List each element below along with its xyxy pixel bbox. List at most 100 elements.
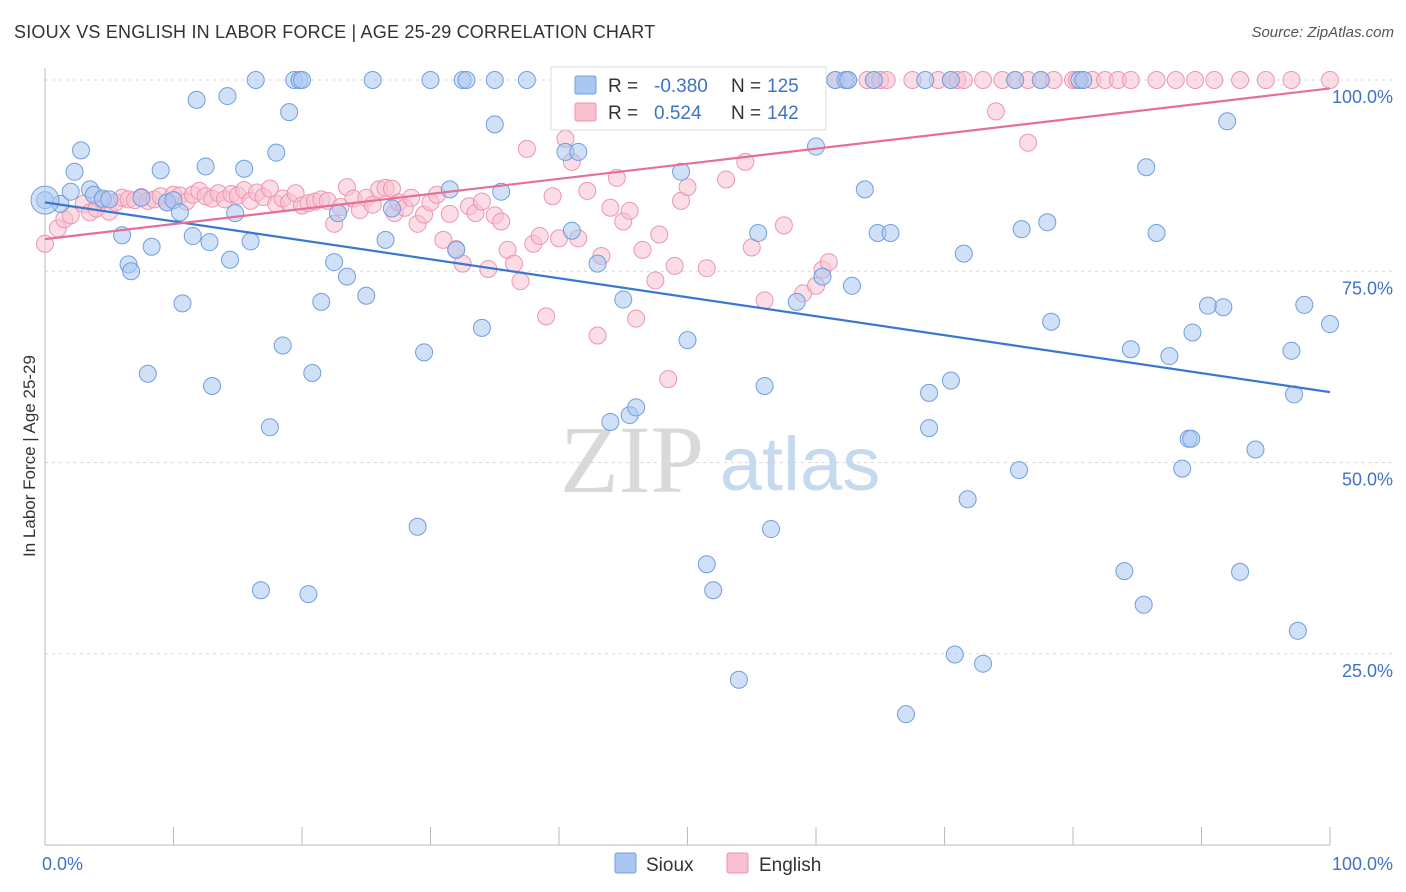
- english-point: [434, 230, 453, 249]
- english-point: [537, 307, 556, 326]
- sioux-point: [363, 71, 382, 89]
- legend-box: R = -0.380 N = 125 R = 0.524 N = 142: [550, 66, 827, 131]
- sioux-point: [241, 232, 260, 251]
- sioux-point: [864, 71, 883, 89]
- sioux-point: [1321, 315, 1339, 334]
- english-point: [517, 139, 536, 158]
- sioux-point: [974, 654, 993, 673]
- sioux-point: [1115, 562, 1134, 581]
- sioux-point: [813, 267, 832, 286]
- sioux-point: [65, 162, 84, 181]
- english-point: [588, 326, 607, 345]
- sioux-point: [273, 336, 292, 355]
- sioux-point: [562, 221, 581, 240]
- sioux-point: [1198, 296, 1217, 315]
- sioux-point: [916, 71, 935, 89]
- sioux-point: [881, 224, 900, 242]
- sioux-point: [729, 670, 748, 689]
- sioux-point: [1288, 621, 1307, 640]
- sioux-point: [1121, 340, 1140, 359]
- sioux-point: [61, 182, 80, 201]
- sioux-point: [357, 286, 376, 305]
- sioux-point: [697, 555, 716, 574]
- sioux-point: [221, 250, 240, 269]
- bottom-legend: Sioux English: [614, 852, 821, 876]
- bottom-legend-english-swatch: [726, 852, 749, 874]
- sioux-point: [260, 418, 279, 437]
- sioux-point: [183, 227, 202, 246]
- english-point: [1231, 71, 1250, 89]
- bottom-legend-sioux-label: Sioux: [646, 855, 694, 876]
- english-point: [627, 309, 646, 328]
- sioux-point: [280, 103, 299, 122]
- sioux-point: [457, 71, 476, 89]
- sioux-point: [1074, 71, 1093, 89]
- legend-r-value: -0.380: [654, 76, 708, 97]
- sioux-point: [588, 254, 607, 273]
- sioux-point: [440, 180, 459, 199]
- sioux-point: [71, 141, 90, 160]
- english-point: [607, 168, 626, 187]
- chart-title: SIOUX VS ENGLISH IN LABOR FORCE | AGE 25…: [14, 22, 656, 42]
- y-tick-label: 75.0%: [1342, 278, 1393, 298]
- sioux-point: [200, 233, 219, 252]
- sioux-point: [328, 204, 347, 223]
- sioux-point: [299, 585, 318, 604]
- sioux-point: [421, 71, 440, 89]
- sioux-point: [267, 143, 286, 162]
- legend-n-value: 142: [767, 103, 799, 124]
- sioux-point: [1042, 312, 1061, 331]
- sioux-point: [672, 162, 691, 181]
- sioux-point: [920, 419, 939, 438]
- sioux-point: [1173, 459, 1192, 478]
- english-point: [440, 204, 459, 223]
- english-trend-line: [44, 87, 1331, 241]
- sioux-point: [517, 71, 536, 89]
- source-note: Source: ZipAtlas.com: [1251, 24, 1394, 41]
- sioux-point: [1182, 429, 1201, 448]
- sioux-point: [415, 343, 434, 362]
- legend-r-label: R =: [608, 103, 638, 124]
- sioux-point: [122, 262, 141, 281]
- sioux-point: [1137, 158, 1156, 177]
- sioux-point: [678, 331, 697, 350]
- sioux-point: [408, 517, 427, 536]
- sioux-point: [1214, 298, 1233, 317]
- sioux-point: [1006, 71, 1025, 89]
- english-point: [1186, 71, 1205, 89]
- english-point: [986, 102, 1005, 121]
- sioux-point: [601, 412, 620, 431]
- english-point: [665, 256, 684, 275]
- sioux-point: [941, 71, 960, 89]
- english-point: [620, 201, 639, 220]
- sioux-point: [1231, 562, 1250, 581]
- sioux-point: [839, 71, 858, 89]
- sioux-point: [30, 185, 60, 215]
- sioux-point: [1134, 595, 1153, 614]
- legend-r-label: R =: [608, 76, 638, 97]
- english-point: [1282, 71, 1301, 89]
- english-point: [717, 170, 736, 189]
- english-point: [633, 240, 652, 259]
- english-point: [1019, 133, 1038, 152]
- english-point: [505, 254, 524, 273]
- sioux-point: [1010, 461, 1029, 480]
- sioux-point: [246, 71, 265, 89]
- english-point: [578, 181, 597, 200]
- sioux-points: [30, 71, 1339, 724]
- sioux-point: [1031, 71, 1050, 89]
- sioux-point: [749, 224, 768, 242]
- english-point: [601, 198, 620, 217]
- english-point: [530, 227, 549, 246]
- sioux-point: [941, 371, 960, 390]
- sioux-point: [492, 182, 511, 201]
- sioux-point: [1038, 213, 1057, 232]
- english-point: [1147, 71, 1166, 89]
- legend-english-swatch: [574, 102, 597, 122]
- sioux-point: [1183, 323, 1202, 342]
- sioux-point: [472, 318, 491, 337]
- english-point: [1166, 71, 1185, 89]
- legend-r-value: 0.524: [654, 103, 702, 124]
- sioux-point: [218, 87, 237, 106]
- sioux-trend-line: [44, 201, 1331, 394]
